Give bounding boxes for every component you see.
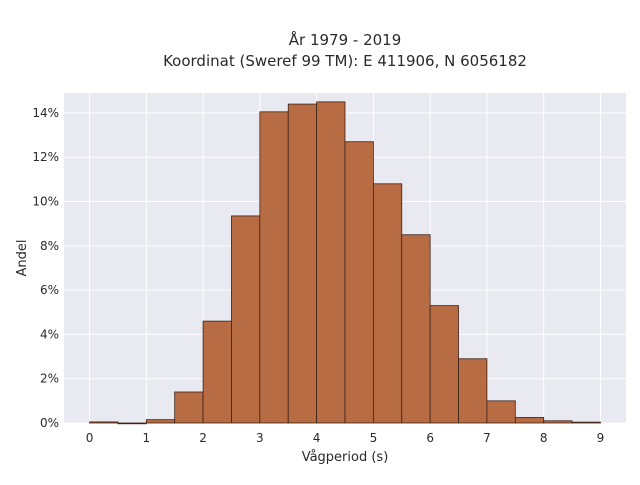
x-tick-label: 4 [313,431,321,445]
histogram-bar [202,320,232,424]
histogram-bar [429,305,459,424]
histogram-bar [543,420,573,424]
x-tick-label: 3 [256,431,264,445]
y-tick-label: 4% [40,327,59,341]
histogram-bar [514,417,545,424]
histogram-bar [89,421,119,424]
histogram-bar [174,391,204,424]
bars [89,101,601,425]
x-tick-label: 1 [142,431,150,445]
histogram-bar [401,234,431,424]
x-tick-label: 7 [483,431,491,445]
histogram-bar [571,421,601,424]
x-tick-labels: 0 1 2 3 4 5 6 7 8 9 [86,431,605,445]
histogram-bar [316,101,346,424]
y-axis-title: Andel [15,240,30,277]
histogram-bar [259,111,289,424]
y-tick-label: 6% [40,283,59,297]
histogram-bar [117,422,147,425]
histogram-bar [344,141,374,424]
y-tick-label: 10% [32,195,59,209]
x-axis-title: Vågperiod (s) [302,450,389,465]
histogram-bar [372,183,403,424]
y-tick-label: 12% [32,150,59,164]
x-tick-label: 6 [426,431,434,445]
y-tick-label: 14% [32,106,59,120]
x-tick-label: 5 [370,431,378,445]
histogram-bar [486,400,516,424]
histogram-bar [145,419,176,424]
x-tick-label: 0 [86,431,94,445]
chart-title: År 1979 - 2019 [289,30,402,49]
x-tick-label: 9 [597,431,605,445]
y-tick-label: 8% [40,239,59,253]
x-tick-label: 2 [199,431,207,445]
histogram-bar [287,103,318,424]
x-tick-label: 8 [540,431,548,445]
histogram-bar [458,358,488,424]
y-tick-label: 2% [40,372,59,386]
histogram-bar [231,215,261,424]
y-tick-label: 0% [40,416,59,430]
y-tick-labels: 0% 2% 4% 6% 8% 10% 12% 14% [32,106,59,430]
chart-subtitle: Koordinat (Sweref 99 TM): E 411906, N 60… [163,52,527,70]
